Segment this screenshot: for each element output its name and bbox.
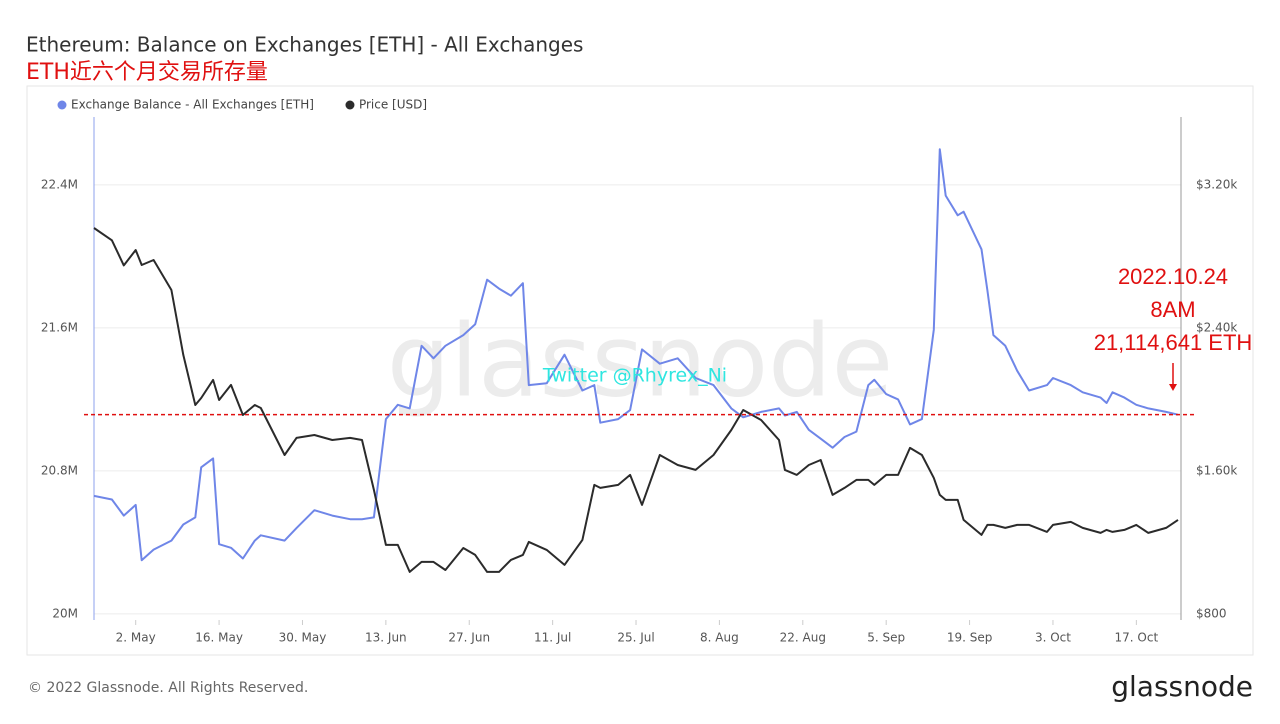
- chart-subtitle: ETH近六个月交易所存量: [26, 60, 268, 85]
- credit: Twitter @Rhyrex_Ni: [542, 365, 727, 387]
- x-tick-label: 11. Jul: [534, 631, 571, 645]
- y-tick-label: 21.6M: [41, 320, 78, 334]
- x-tick-label: 8. Aug: [700, 631, 739, 645]
- annotation: 2022.10.24: [1118, 264, 1228, 289]
- x-tick-label: 3. Oct: [1035, 631, 1071, 645]
- x-tick-label: 27. Jun: [448, 631, 490, 645]
- x-tick-label: 22. Aug: [780, 631, 826, 645]
- y-tick-label: 20.8M: [41, 463, 78, 477]
- y-tick-label: 22.4M: [41, 177, 78, 191]
- y-tick-label: 20M: [52, 606, 78, 620]
- chart-frame: [26, 85, 1254, 656]
- brand-logo: glassnode: [1111, 670, 1253, 703]
- y2-tick-label: $2.40k: [1196, 320, 1237, 334]
- legend-marker: [57, 100, 67, 110]
- x-tick-label: 30. May: [279, 631, 327, 645]
- chart-title: Ethereum: Balance on Exchanges [ETH] - A…: [26, 33, 583, 57]
- x-tick-label: 5. Sep: [867, 631, 905, 645]
- y2-tick-label: $3.20k: [1196, 177, 1237, 191]
- x-tick-label: 13. Jun: [365, 631, 407, 645]
- annotation: 21,114,641 ETH: [1094, 330, 1253, 355]
- x-tick-label: 19. Sep: [947, 631, 993, 645]
- annotation-arrowhead: [1169, 384, 1177, 391]
- copyright: © 2022 Glassnode. All Rights Reserved.: [28, 680, 308, 696]
- x-tick-label: 25. Jul: [617, 631, 654, 645]
- x-tick-label: 16. May: [195, 631, 243, 645]
- annotation: 8AM: [1150, 297, 1195, 322]
- legend-label: Price [USD]: [359, 98, 427, 112]
- series-line: [93, 227, 1179, 573]
- x-tick-label: 17. Oct: [1115, 631, 1159, 645]
- y2-tick-label: $800: [1196, 606, 1227, 620]
- y2-tick-label: $1.60k: [1196, 463, 1237, 477]
- legend-marker: [345, 100, 355, 110]
- x-tick-label: 2. May: [116, 631, 156, 645]
- series-line: [93, 148, 1179, 562]
- legend-label: Exchange Balance - All Exchanges [ETH]: [71, 98, 314, 112]
